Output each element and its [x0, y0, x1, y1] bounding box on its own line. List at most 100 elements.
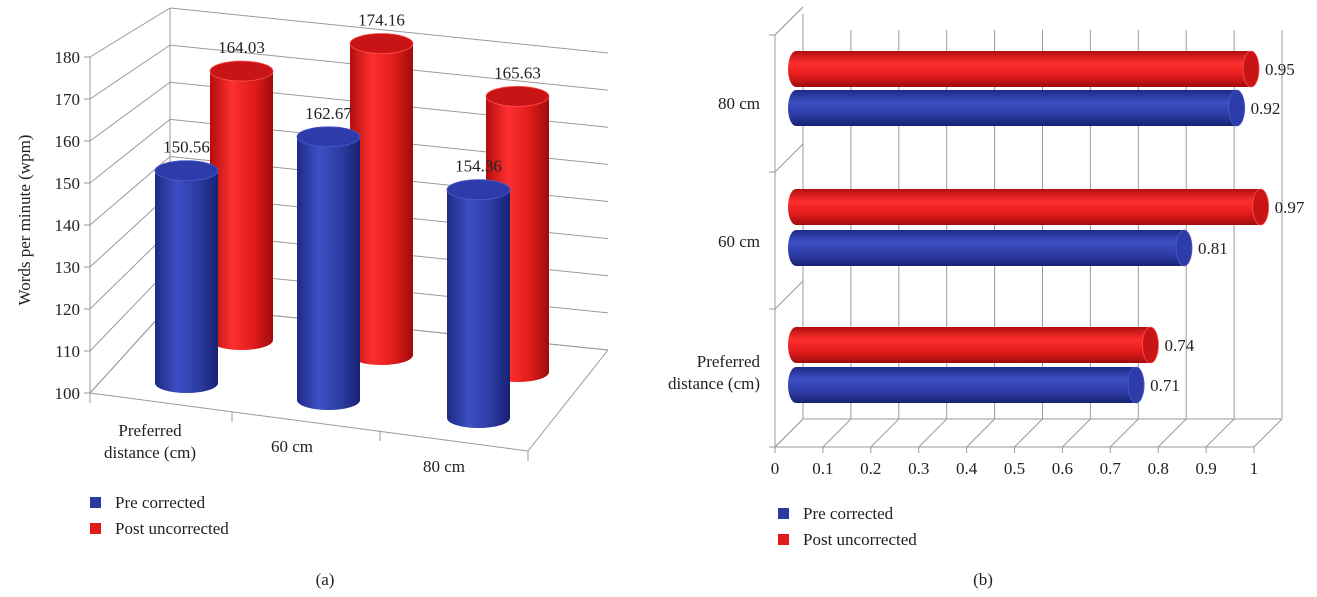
- bar-top-post-uncorrected-2: [485, 85, 550, 107]
- chart-a-ytick-label-0: 100: [55, 384, 81, 403]
- bar-top-post-uncorrected-0: [209, 60, 274, 82]
- bar-label-post-uncorrected-2: 165.63: [494, 63, 541, 82]
- chart-b-y-depth-0: [774, 6, 804, 36]
- chart-b-y-depth-1: [774, 143, 804, 173]
- chart-b-legend-swatch-pre-corrected: [778, 508, 789, 519]
- chart-b-floor-grid-7: [1109, 418, 1139, 448]
- bar-pre-corrected-0: 150.56: [154, 138, 219, 393]
- bar-label-pre-corrected-1: 0.81: [1198, 239, 1228, 258]
- bar-top-pre-corrected-2: [446, 179, 511, 201]
- bar-label-pre-corrected-0: 0.71: [1150, 376, 1180, 395]
- chart-b-floor-grid-0: [774, 418, 804, 448]
- bar-body-post-uncorrected-0: [210, 71, 273, 350]
- bar-end-post-uncorrected-2: [1242, 50, 1260, 88]
- bar-label-pre-corrected-2: 154.36: [455, 157, 502, 176]
- bar-end-pre-corrected-0: [1127, 366, 1145, 404]
- chart-b-floor-grid-10: [1253, 418, 1283, 448]
- chart-a-ytick-label-4: 140: [55, 216, 81, 235]
- bar-label-post-uncorrected-0: 164.03: [218, 38, 265, 57]
- chart-a-bars: 164.03 174.16 165.63 150.56 162.67 154.36: [154, 11, 550, 428]
- chart-b-xtick-label-9: 0.9: [1195, 459, 1216, 478]
- bar-pre-corrected-2: 0.92: [788, 89, 1281, 127]
- chart-b-floor-grid-3: [918, 418, 948, 448]
- bar-body-pre-corrected-1: [788, 230, 1184, 266]
- bar-top-pre-corrected-1: [296, 126, 361, 148]
- chart-b-xtick-label-5: 0.5: [1004, 459, 1025, 478]
- bar-post-uncorrected-2: 0.95: [788, 50, 1295, 88]
- chart-a-ytick-label-3: 130: [55, 258, 81, 277]
- bar-label-post-uncorrected-1: 174.16: [358, 11, 405, 30]
- chart-b-xtick-label-3: 0.3: [908, 459, 929, 478]
- chart-a-gridline-left-8: [89, 7, 171, 58]
- chart-a-gridline-left-7: [89, 44, 171, 100]
- chart-b-xtick-label-10: 1: [1250, 459, 1259, 478]
- chart-a-categories: Preferred distance (cm) 60 cm 80 cm: [104, 421, 465, 476]
- bar-post-uncorrected-0: 0.74: [788, 326, 1195, 364]
- chart-b-x-ticks: 0 0.1 0.2 0.3 0.4 0.5 0.6 0.7 0.8 0.9 1: [771, 447, 1259, 478]
- chart-b-floor-grid-1: [822, 418, 852, 448]
- bar-top-post-uncorrected-1: [349, 33, 414, 54]
- chart-b-category-0: Preferred distance (cm): [668, 352, 761, 393]
- bar-label-pre-corrected-1: 162.67: [305, 104, 352, 123]
- bar-body-post-uncorrected-0: [788, 327, 1151, 363]
- chart-a-gridline-left-6: [89, 81, 171, 142]
- bar-body-pre-corrected-2: [447, 189, 510, 428]
- chart-a-y-ticks: 100 110 120 130 140 150 160 170 180: [55, 48, 90, 403]
- bar-label-post-uncorrected-0: 0.74: [1164, 336, 1194, 355]
- chart-b-xtick-label-4: 0.4: [956, 459, 978, 478]
- bar-pre-corrected-0: 0.71: [788, 366, 1180, 404]
- bar-body-post-uncorrected-1: [788, 189, 1261, 225]
- bar-pre-corrected-1: 0.81: [788, 229, 1228, 267]
- bar-body-pre-corrected-2: [788, 90, 1237, 126]
- chart-b-xtick-label-0: 0: [771, 459, 780, 478]
- chart-a-floor-right-edge: [527, 349, 609, 452]
- chart-b-floor-grid-4: [966, 418, 995, 448]
- chart-b-legend-label-post-uncorrected: Post uncorrected: [803, 530, 917, 549]
- chart-a-y-axis-label: Words per minute (wpm): [15, 135, 34, 306]
- chart-a-floor-front-edge: [89, 392, 529, 452]
- chart-a-category-1: 60 cm: [271, 437, 313, 456]
- chart-a-legend-label-pre-corrected: Pre corrected: [115, 493, 206, 512]
- chart-b-floor-grid-8: [1157, 418, 1187, 448]
- chart-a-legend-label-post-uncorrected: Post uncorrected: [115, 519, 229, 538]
- chart-b-floor-grid-5: [1014, 418, 1043, 448]
- chart-a-legend-swatch-pre-corrected: [90, 497, 101, 508]
- chart-a-ytick-label-1: 110: [55, 342, 80, 361]
- bar-body-pre-corrected-0: [155, 170, 218, 393]
- chart-a-gridline-back-8: [169, 7, 609, 54]
- bar-pre-corrected-2: 154.36: [446, 157, 511, 428]
- chart-b-floor-grid-2: [870, 418, 900, 448]
- chart-b: 0 0.1 0.2 0.3 0.4 0.5 0.6 0.7 0.8 0.9 1 0.740.970.…: [668, 6, 1305, 589]
- bar-label-pre-corrected-2: 0.92: [1251, 99, 1281, 118]
- bar-label-post-uncorrected-2: 0.95: [1265, 60, 1295, 79]
- bar-end-post-uncorrected-0: [1142, 326, 1159, 364]
- chart-b-legend-swatch-post-uncorrected: [778, 534, 789, 545]
- chart-a-ytick-label-2: 120: [55, 300, 81, 319]
- chart-b-floor-grid-9: [1205, 418, 1235, 448]
- chart-b-floor-grid-6: [1062, 418, 1091, 448]
- bar-body-pre-corrected-1: [297, 136, 360, 410]
- chart-b-legend-label-pre-corrected: Pre corrected: [803, 504, 894, 523]
- chart-a-ytick-label-7: 170: [55, 90, 81, 109]
- chart-b-panel-label: (b): [973, 570, 993, 589]
- chart-b-category-1: 60 cm: [718, 232, 760, 251]
- chart-a-legend: Pre corrected Post uncorrected: [90, 493, 229, 538]
- chart-a: 100 110 120 130 140 150 160 170 180 Words per mi…: [15, 7, 609, 589]
- chart-b-categories: Preferred distance (cm) 60 cm 80 cm: [668, 94, 761, 393]
- bar-label-post-uncorrected-1: 0.97: [1275, 198, 1305, 217]
- chart-b-xtick-label-8: 0.8: [1148, 459, 1169, 478]
- bar-body-post-uncorrected-1: [350, 43, 413, 365]
- chart-a-gridline-left-5: [89, 118, 171, 184]
- bar-end-post-uncorrected-1: [1252, 188, 1270, 226]
- bar-post-uncorrected-1: 174.16: [349, 11, 414, 365]
- chart-a-ytick-label-5: 150: [55, 174, 81, 193]
- bar-pre-corrected-1: 162.67: [296, 104, 361, 410]
- chart-a-legend-swatch-post-uncorrected: [90, 523, 101, 534]
- bar-label-pre-corrected-0: 150.56: [163, 138, 210, 157]
- chart-a-panel-label: (a): [316, 570, 335, 589]
- chart-b-xtick-label-6: 0.6: [1052, 459, 1073, 478]
- chart-a-category-0: Preferred distance (cm): [104, 421, 196, 462]
- chart-b-xtick-label-2: 0.2: [860, 459, 881, 478]
- chart-a-ytick-label-8: 180: [55, 48, 81, 67]
- chart-b-xtick-label-7: 0.7: [1100, 459, 1122, 478]
